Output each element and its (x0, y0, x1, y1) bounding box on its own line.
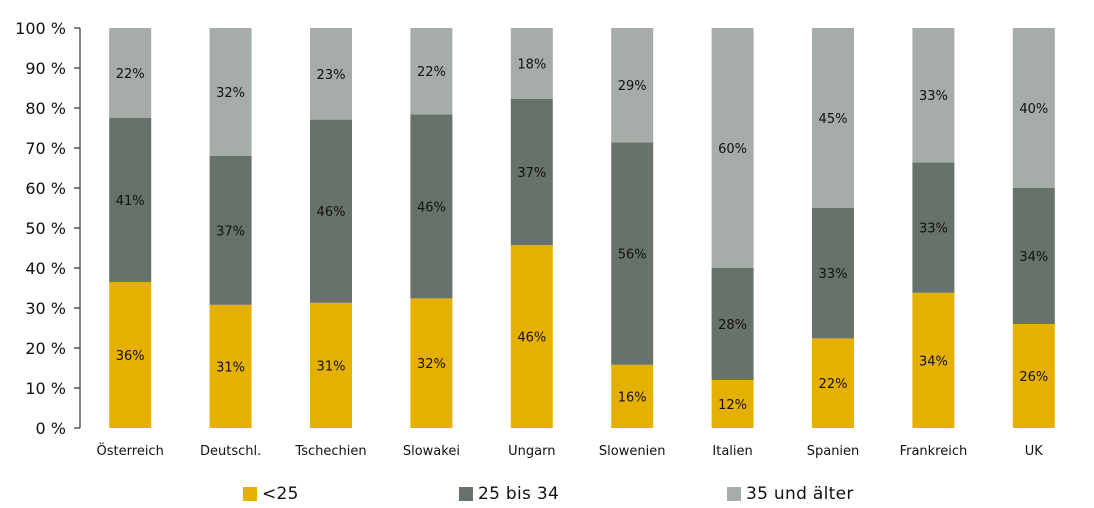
data-label: 12% (718, 398, 747, 413)
data-label: 26% (1019, 370, 1048, 385)
data-label: 18% (517, 57, 546, 72)
legend-label-under-25: <25 (262, 484, 299, 504)
y-tick-label: 70 % (25, 139, 66, 158)
bar-segment (611, 142, 654, 365)
x-tick-label: Deutschl. (200, 444, 261, 459)
bar-segment (1012, 28, 1055, 188)
data-label: 31% (216, 360, 245, 375)
y-tick-label: 80 % (25, 99, 66, 118)
data-label: 34% (919, 354, 948, 369)
bar-segment (209, 28, 252, 156)
y-tick-label: 0 % (36, 419, 66, 438)
y-tick-label: 100 % (15, 19, 66, 38)
data-label: 31% (317, 359, 346, 374)
y-tick-label: 50 % (25, 219, 66, 238)
legend-swatch-25-to-34 (459, 487, 473, 501)
legend: <25 25 bis 34 35 und älter (0, 484, 1094, 508)
data-label: 33% (919, 222, 948, 237)
data-label: 22% (116, 67, 145, 82)
x-tick-label: Spanien (807, 444, 860, 459)
bar-segment (611, 28, 654, 143)
data-label: 46% (317, 205, 346, 220)
bar-segment (310, 302, 352, 428)
bar-segment (510, 98, 553, 246)
data-label: 33% (919, 89, 948, 104)
data-label: 45% (819, 112, 848, 127)
bar-segment (812, 338, 854, 428)
x-tick-label: Österreich (97, 442, 164, 459)
bar-segment (209, 156, 252, 305)
legend-swatch-under-25 (243, 487, 257, 501)
bar-segment (310, 119, 352, 303)
y-tick-label: 20 % (25, 339, 66, 358)
bar-segment (410, 298, 453, 428)
x-tick-label: Tschechien (294, 444, 366, 459)
data-label: 37% (216, 224, 245, 239)
bar-segment (711, 268, 754, 380)
x-tick-label: Slowenien (599, 444, 666, 459)
data-label: 32% (417, 357, 446, 372)
data-label: 41% (116, 194, 145, 209)
bar-segment (812, 28, 854, 208)
data-label: 28% (718, 318, 747, 333)
y-tick-label: 90 % (25, 59, 66, 78)
bar-segment (410, 28, 453, 115)
data-label: 33% (819, 267, 848, 282)
legend-item-35-plus: 35 und älter (727, 484, 854, 504)
bar-segment (510, 28, 553, 99)
y-tick-label: 40 % (25, 259, 66, 278)
data-label: 56% (618, 248, 647, 263)
legend-swatch-35-plus (727, 487, 741, 501)
data-label: 40% (1019, 102, 1048, 117)
bar-segment (711, 380, 754, 428)
data-label: 29% (618, 79, 647, 94)
legend-item-25-to-34: 25 bis 34 (459, 484, 559, 504)
y-tick-label: 60 % (25, 179, 66, 198)
x-tick-label: UK (1025, 444, 1044, 459)
legend-label-25-to-34: 25 bis 34 (478, 484, 560, 504)
data-label: 23% (317, 68, 346, 83)
x-tick-label: Ungarn (508, 444, 555, 459)
bar-segment (209, 304, 252, 428)
bar-segment (109, 28, 152, 118)
legend-label-35-plus: 35 und älter (746, 484, 854, 504)
data-label: 34% (1019, 250, 1048, 265)
legend-item-under-25: <25 (243, 484, 299, 504)
bar-segment (711, 28, 754, 268)
x-tick-label: Italien (712, 444, 752, 459)
data-label: 37% (517, 166, 546, 181)
bar-segment (1012, 188, 1055, 324)
data-label: 60% (718, 142, 747, 157)
data-label: 32% (216, 86, 245, 101)
bar-segment (812, 208, 854, 339)
x-tick-label: Slowakei (403, 444, 460, 459)
bar-segment (109, 118, 152, 282)
bar-segment (510, 245, 553, 428)
y-axis: 0 % 10 % 20 % 30 % 40 % 50 % 60 % 70 % 80 % 90 % 1… (15, 19, 81, 438)
bar-segment (912, 292, 955, 428)
bars-group: 36% 41% 22% 31% 37% 32% 31% 46% 23% 32% 46% 22% 46% 3… (109, 28, 1055, 428)
data-label: 36% (116, 349, 145, 364)
bar-segment (912, 162, 955, 293)
bar-segment (611, 364, 654, 428)
bar-segment (310, 28, 352, 120)
bar-segment (109, 282, 152, 428)
data-label: 46% (517, 331, 546, 346)
x-axis: Österreich Deutschl. Tschechien Slowakei Ung… (97, 442, 1044, 459)
data-label: 22% (417, 65, 446, 80)
bar-segment (410, 114, 453, 299)
y-tick-label: 10 % (25, 379, 66, 398)
data-label: 16% (618, 390, 647, 405)
y-tick-label: 30 % (25, 299, 66, 318)
data-label: 46% (417, 200, 446, 215)
bar-segment (912, 28, 955, 163)
data-label: 22% (819, 377, 848, 392)
bar-segment (1012, 324, 1055, 428)
x-tick-label: Frankreich (900, 444, 968, 459)
